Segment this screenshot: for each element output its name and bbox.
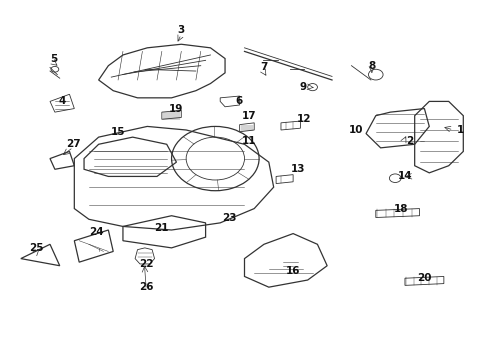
Text: 14: 14 (397, 171, 411, 181)
Text: 23: 23 (221, 212, 236, 222)
Text: 3: 3 (177, 25, 184, 35)
Text: 19: 19 (169, 104, 183, 113)
Text: 16: 16 (285, 266, 300, 276)
Text: 5: 5 (50, 54, 58, 64)
Text: 4: 4 (59, 96, 66, 107)
Text: 13: 13 (290, 164, 305, 174)
Text: 22: 22 (139, 259, 153, 269)
Text: 6: 6 (235, 96, 242, 107)
Text: 21: 21 (154, 223, 169, 233)
Text: 8: 8 (367, 61, 375, 71)
Text: 15: 15 (111, 127, 125, 137)
Text: 18: 18 (393, 203, 407, 213)
Text: 7: 7 (260, 63, 267, 72)
Text: 24: 24 (89, 227, 103, 237)
Text: 26: 26 (139, 282, 153, 292)
Text: 1: 1 (456, 125, 464, 135)
Text: 12: 12 (296, 114, 310, 124)
Text: 25: 25 (29, 243, 43, 253)
Text: 20: 20 (416, 273, 431, 283)
Text: 17: 17 (242, 111, 256, 121)
Text: 27: 27 (66, 139, 81, 149)
Text: 10: 10 (348, 125, 363, 135)
Text: 9: 9 (299, 82, 306, 92)
Text: 11: 11 (242, 136, 256, 146)
Text: 2: 2 (406, 136, 412, 146)
